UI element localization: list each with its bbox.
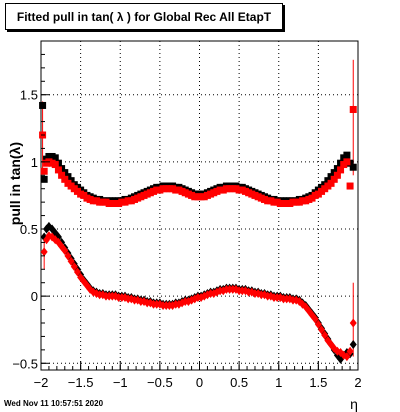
x-tick-label: −2: [34, 375, 49, 390]
x-tick-label: 0: [196, 375, 203, 390]
timestamp: Wed Nov 11 10:57:51 2020: [4, 399, 104, 408]
square-marker-series-1: [330, 175, 338, 183]
square-marker-series-0: [349, 163, 357, 171]
square-marker-series-1: [61, 175, 69, 183]
square-marker-series-1: [333, 171, 341, 179]
square-marker-series-1: [51, 161, 59, 169]
square-marker-series-1: [58, 171, 66, 179]
square-marker-series-1: [343, 158, 351, 166]
x-tick-label: 0.5: [230, 375, 248, 390]
diamond-marker-series-3: [40, 247, 48, 257]
square-marker-series-1: [327, 179, 335, 187]
square-marker-series-1: [349, 105, 357, 113]
square-marker-series-0: [39, 101, 47, 109]
x-tick-label: −1: [113, 375, 128, 390]
diamond-marker-series-3: [343, 352, 351, 362]
data-markers: [39, 101, 357, 364]
diamond-marker-series-3: [314, 319, 322, 329]
x-tick-label: 2: [354, 375, 361, 390]
y-tick-label: 0.5: [20, 222, 38, 237]
diamond-marker-series-3: [64, 251, 72, 261]
x-tick-label: 1.5: [309, 375, 327, 390]
diamond-marker-series-3: [70, 262, 78, 272]
y-axis-label: pull in tan(λ): [7, 142, 23, 225]
x-tick-label: 1: [275, 375, 282, 390]
diamond-marker-series-3: [349, 318, 357, 328]
diamond-marker-series-3: [318, 325, 326, 335]
square-marker-series-0: [343, 151, 351, 159]
square-marker-series-1: [54, 166, 62, 174]
axes: −2 −1.5 −1 −0.5 0 0.5 1 1.5 2 −0.5 0 0.5 1 1.5: [12, 40, 362, 390]
x-axis-label: η: [350, 396, 358, 412]
square-marker-series-0: [40, 175, 48, 183]
diamond-marker-series-3: [121, 292, 129, 302]
y-tick-label: 1: [31, 155, 38, 170]
y-tick-label: 0: [31, 289, 38, 304]
x-tick-label: −0.5: [147, 375, 173, 390]
diamond-marker-series-3: [311, 314, 319, 324]
chart-title: Fitted pull in tan( λ ) for Global Rec A…: [5, 3, 283, 30]
diamond-marker-series-2: [349, 339, 357, 349]
x-tick-label: −1.5: [68, 375, 94, 390]
diamond-marker-series-3: [321, 330, 329, 340]
diamond-marker-series-3: [58, 241, 66, 251]
square-marker-series-0: [51, 154, 59, 162]
diamond-marker-series-3: [67, 256, 75, 266]
square-marker-series-1: [337, 166, 345, 174]
square-marker-series-1: [346, 182, 354, 190]
diamond-marker-series-3: [73, 267, 81, 277]
diamond-marker-series-3: [61, 245, 69, 255]
y-tick-label: 1.5: [20, 88, 38, 103]
y-tick-label: −0.5: [12, 356, 38, 371]
square-marker-series-1: [40, 167, 48, 175]
diamond-marker-series-3: [346, 346, 354, 356]
